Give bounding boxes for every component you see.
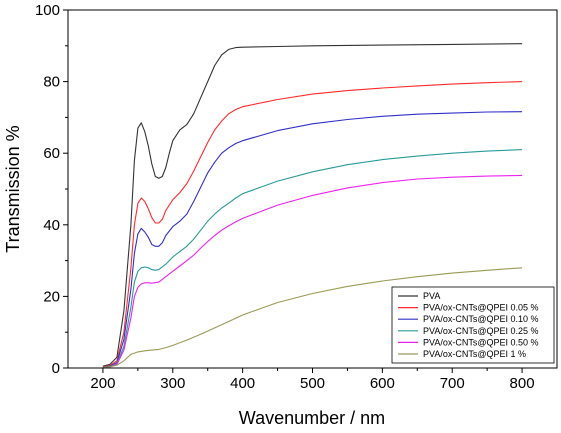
series-line-0: [102, 43, 523, 367]
x-tick-label: 600: [370, 375, 395, 392]
y-tick-label: 20: [43, 288, 60, 305]
x-tick-label: 700: [440, 375, 465, 392]
legend-box: [391, 286, 555, 364]
x-tick-label: 200: [90, 375, 115, 392]
y-tick-label: 80: [43, 74, 60, 91]
x-axis-title: Wavenumber / nm: [239, 408, 385, 428]
legend-label-3: PVA/ox-CNTs@QPEI 0.25 %: [423, 326, 539, 336]
legend-label-4: PVA/ox-CNTs@QPEI 0.50 %: [423, 337, 539, 347]
series-line-4: [102, 174, 523, 369]
y-tick-label: 0: [52, 360, 60, 377]
series-line-1: [102, 81, 523, 368]
y-tick-label: 100: [35, 2, 60, 19]
legend-label-0: PVA: [423, 291, 440, 301]
x-tick-label: 300: [160, 375, 185, 392]
x-tick-label: 500: [300, 375, 325, 392]
legend-label-2: PVA/ox-CNTs@QPEI 0.10 %: [423, 314, 539, 324]
x-tick-labels: 200 300 400 500 600 700 800: [90, 375, 534, 392]
legend-label-1: PVA/ox-CNTs@QPEI 0.05 %: [423, 303, 539, 313]
series-line-5: [102, 267, 523, 369]
legend-label-5: PVA/ox-CNTs@QPEI 1 %: [423, 349, 526, 359]
y-tick-labels: 0 20 40 60 80 100: [35, 2, 60, 377]
series-line-2: [102, 111, 523, 368]
y-tick-label: 60: [43, 145, 60, 162]
y-tick-label: 40: [43, 217, 60, 234]
y-axis-title: Transmission %: [3, 125, 23, 252]
series-lines: [102, 43, 523, 369]
x-tick-label: 400: [230, 375, 255, 392]
series-line-3: [102, 149, 523, 368]
x-tick-label: 800: [510, 375, 535, 392]
plot-frame: [67, 9, 558, 369]
